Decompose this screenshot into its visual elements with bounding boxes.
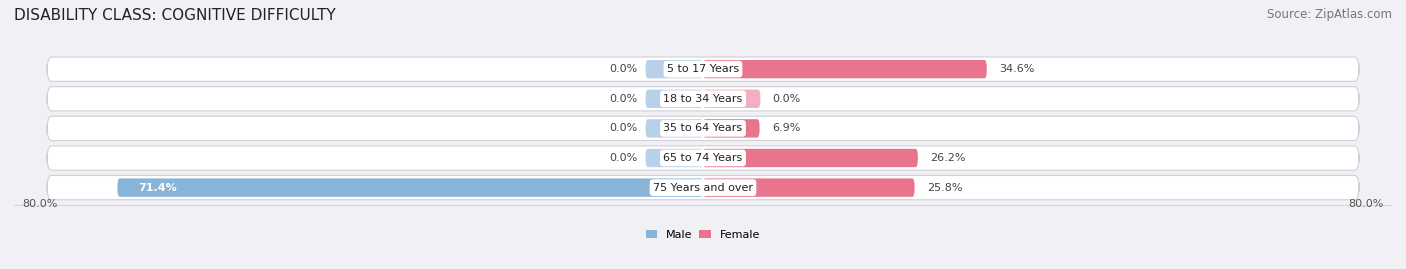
Text: 6.9%: 6.9% bbox=[772, 123, 800, 133]
Text: 25.8%: 25.8% bbox=[927, 183, 962, 193]
FancyBboxPatch shape bbox=[703, 178, 914, 197]
Text: 0.0%: 0.0% bbox=[609, 153, 637, 163]
Text: 34.6%: 34.6% bbox=[1000, 64, 1035, 74]
FancyBboxPatch shape bbox=[645, 60, 703, 78]
FancyBboxPatch shape bbox=[703, 60, 987, 78]
Text: DISABILITY CLASS: COGNITIVE DIFFICULTY: DISABILITY CLASS: COGNITIVE DIFFICULTY bbox=[14, 8, 336, 23]
FancyBboxPatch shape bbox=[117, 178, 703, 197]
Legend: Male, Female: Male, Female bbox=[647, 230, 759, 240]
FancyBboxPatch shape bbox=[46, 116, 1360, 140]
FancyBboxPatch shape bbox=[703, 90, 761, 108]
Text: 5 to 17 Years: 5 to 17 Years bbox=[666, 64, 740, 74]
Text: 0.0%: 0.0% bbox=[773, 94, 801, 104]
Text: 0.0%: 0.0% bbox=[609, 94, 637, 104]
Text: 80.0%: 80.0% bbox=[22, 199, 58, 209]
FancyBboxPatch shape bbox=[703, 119, 759, 137]
Text: 0.0%: 0.0% bbox=[609, 123, 637, 133]
Text: 0.0%: 0.0% bbox=[609, 64, 637, 74]
FancyBboxPatch shape bbox=[46, 57, 1360, 81]
Text: 65 to 74 Years: 65 to 74 Years bbox=[664, 153, 742, 163]
Text: 35 to 64 Years: 35 to 64 Years bbox=[664, 123, 742, 133]
Text: 75 Years and over: 75 Years and over bbox=[652, 183, 754, 193]
FancyBboxPatch shape bbox=[46, 87, 1360, 111]
FancyBboxPatch shape bbox=[46, 146, 1360, 170]
FancyBboxPatch shape bbox=[703, 149, 918, 167]
Text: 71.4%: 71.4% bbox=[138, 183, 177, 193]
FancyBboxPatch shape bbox=[645, 149, 703, 167]
Text: 80.0%: 80.0% bbox=[1348, 199, 1384, 209]
FancyBboxPatch shape bbox=[46, 175, 1360, 200]
Text: 18 to 34 Years: 18 to 34 Years bbox=[664, 94, 742, 104]
FancyBboxPatch shape bbox=[645, 119, 703, 137]
FancyBboxPatch shape bbox=[645, 90, 703, 108]
Text: 26.2%: 26.2% bbox=[931, 153, 966, 163]
Text: Source: ZipAtlas.com: Source: ZipAtlas.com bbox=[1267, 8, 1392, 21]
